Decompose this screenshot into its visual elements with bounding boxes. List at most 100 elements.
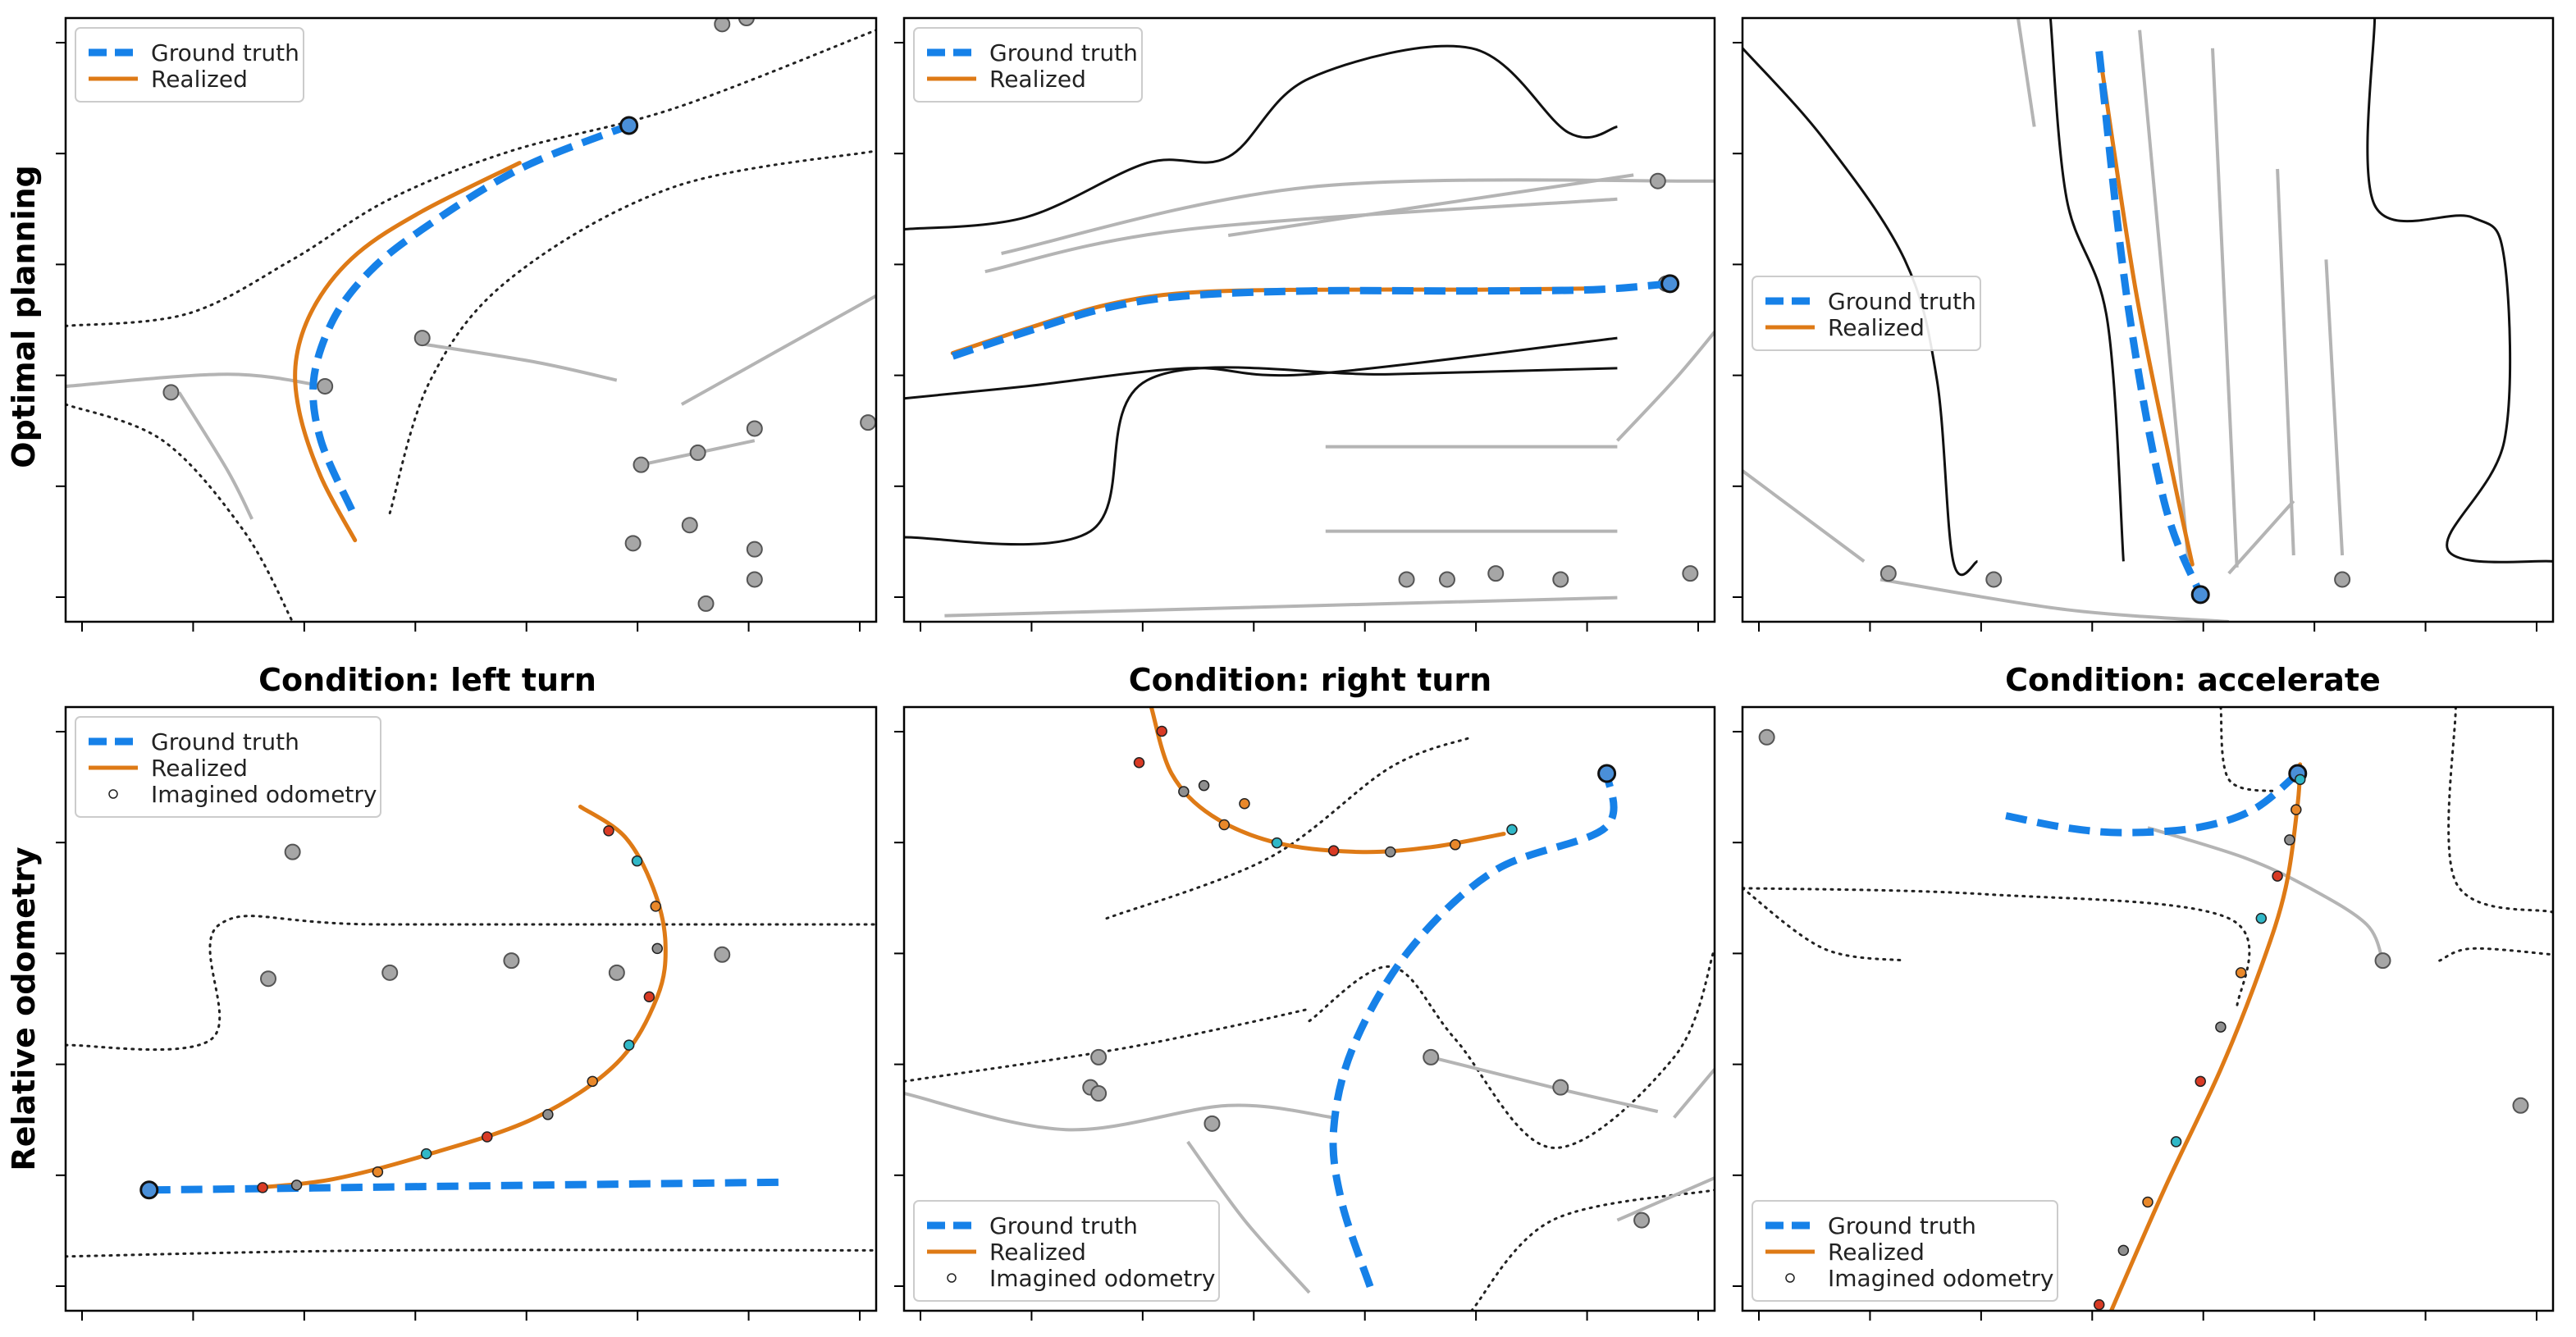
agent-marker [162,384,180,401]
map-dotted-line [1308,947,1715,1149]
map-lane-line [904,1092,1334,1132]
imagined-odometry-point [1506,824,1518,836]
map-dotted-line [66,915,876,1052]
imagined-odometry-point [1218,819,1231,831]
map-lane-line [1186,1140,1311,1294]
legend-label-imagined: Imagined odometry [1828,1265,2054,1292]
map-lane-line [2147,826,2385,961]
plot-area [1742,18,2553,622]
map-boundary-line [904,366,1618,546]
map-lane-line [177,391,253,520]
series-realized-line [1149,707,1506,855]
ground-truth-end-marker [1597,764,1617,783]
map-lane-line [2016,18,2036,127]
imagined-odometry-point [2093,1298,2105,1311]
agent-marker [2374,952,2391,970]
agent-marker [1552,1079,1569,1096]
legend-label-ground-truth: Ground truth [151,39,299,66]
map-lane-line [1742,469,1866,564]
agent-marker [284,843,301,860]
imagined-odometry-point [650,901,662,912]
map-lane-line [1879,577,2229,622]
imagined-odometry-point [2255,912,2268,924]
legend-box [913,27,1143,103]
agent-marker [633,456,650,473]
agent-marker [1398,571,1415,588]
plot-area [66,18,876,622]
agent-marker [1682,565,1699,582]
agent-marker [1487,565,1505,582]
agent-marker [1423,1048,1440,1065]
row-label-optimal-planning: Optimal planning [6,165,42,468]
map-dotted-line [2447,707,2553,914]
agent-marker [381,964,399,981]
series-ground-truth-line [951,280,1671,360]
imagined-odometry-point [2284,834,2295,846]
plot-area [904,44,1715,618]
series-ground-truth-line [309,121,631,512]
imagined-odometry-point [651,942,663,955]
map-lane-line [1430,1055,1659,1114]
map-lane-line [984,197,1618,274]
map-lane-line [2324,259,2345,556]
map-lane-line [1615,331,1715,442]
legend-label-ground-truth: Ground truth [989,39,1138,66]
legend-box [1752,1200,2058,1302]
series-ground-truth-line [148,1178,788,1194]
agent-marker [746,420,763,437]
map-lane-line [422,342,618,382]
agent-marker [1758,728,1775,746]
map-dotted-line [1470,1189,1715,1311]
imagined-odometry-point [1156,725,1167,737]
agent-marker [681,517,698,534]
legend-box [75,27,304,103]
legend-label-ground-truth: Ground truth [151,728,299,755]
agent-marker [746,571,763,588]
ground-truth-end-marker [1660,274,1680,294]
agent-marker [1552,571,1569,588]
legend-box [913,1200,1220,1302]
imagined-odometry-point [2235,967,2247,979]
imagined-odometry-point [603,825,614,837]
map-dotted-line [66,1248,876,1258]
imagined-odometry-point [1327,845,1340,856]
imagined-odometry-point [2117,1244,2130,1257]
legend-label-realized: Realized [1828,314,1925,341]
legend-box [75,716,381,818]
legend-label-realized: Realized [989,66,1086,93]
series-ground-truth-line [1329,773,1618,1289]
legend-imagined-swatch [947,1273,957,1283]
agent-marker [1985,571,2003,588]
legend-label-ground-truth: Ground truth [989,1212,1138,1239]
map-dotted-line [2438,947,2553,962]
agent-marker [1090,1048,1108,1065]
plot-area [66,804,876,1258]
map-lane-line [2227,500,2295,575]
imagined-odometry-point [2170,1136,2182,1148]
series-realized-line [2109,762,2303,1311]
legend-imagined-swatch [108,789,118,799]
imagined-odometry-point [631,855,643,867]
imagined-odometry-point [2272,870,2283,882]
agent-marker [1879,565,1897,582]
map-lane-line [944,595,1618,618]
map-dotted-line [1105,736,1473,920]
legend-box [1752,276,1981,351]
map-lane-line [1227,173,1634,237]
series-ground-truth-line [2095,50,2204,596]
panel-title-right-turn: Condition: right turn [1129,662,1491,698]
axes-frame [902,705,1716,1312]
map-lane-line [1616,1176,1715,1222]
series-ground-truth-line [2005,770,2300,837]
map-lane-line [2276,168,2295,556]
agent-marker [2512,1097,2529,1114]
